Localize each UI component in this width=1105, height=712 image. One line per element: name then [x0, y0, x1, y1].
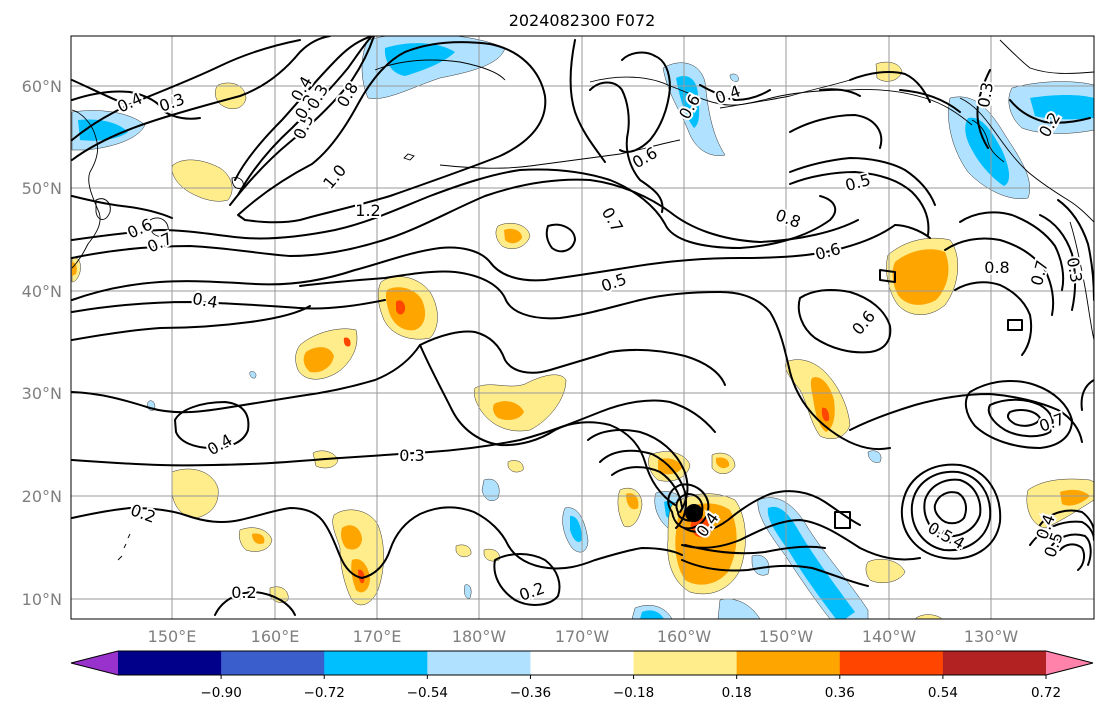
storm-center-marker	[685, 504, 703, 522]
colorbar-tick-label: 0.18	[722, 685, 752, 701]
colorbar-segment	[736, 651, 841, 675]
colorbar-segment	[530, 651, 635, 675]
colorbar-segment	[221, 651, 325, 675]
colorbar-tick-label: −0.72	[304, 685, 345, 701]
colorbar-extend-low	[71, 651, 118, 675]
map-title: 2024082300 F072	[509, 11, 656, 30]
contour-label: 0.8	[984, 258, 1009, 277]
contour-label: 0.3	[974, 81, 997, 109]
lon-label: 170°E	[353, 627, 402, 646]
contour-label: 0.3	[399, 446, 424, 465]
colorbar-tick-label: 0.36	[825, 685, 855, 701]
lat-label: 40°N	[22, 282, 62, 301]
colorbar-outline	[70, 650, 1094, 676]
colorbar-segment	[427, 651, 531, 675]
contour-lines	[71, 36, 1094, 616]
lon-label: 170°W	[555, 627, 610, 646]
lat-label: 30°N	[22, 384, 62, 403]
colorbar-segment	[633, 651, 738, 675]
colorbar-segment	[324, 651, 428, 675]
coastlines	[71, 39, 1094, 561]
lat-label: 10°N	[22, 590, 62, 609]
colorbar-tick-label: −0.54	[407, 685, 448, 701]
lon-label: 140°W	[862, 627, 917, 646]
colorbar-tick-label: −0.18	[613, 685, 654, 701]
lon-label: 150°W	[759, 627, 814, 646]
colorbar-segment	[942, 651, 1047, 675]
colorbar-tick-label: 0.54	[928, 685, 958, 701]
lat-label: 50°N	[22, 179, 62, 198]
colorbar-tick-label: 0.72	[1031, 685, 1061, 701]
latitude-labels: 10°N 20°N 30°N 40°N 50°N 60°N	[22, 77, 62, 609]
lon-label: 130°W	[964, 627, 1019, 646]
lon-label: 160°W	[657, 627, 712, 646]
contour-label: 1.2	[355, 201, 380, 220]
colorbar-tick-label: −0.36	[510, 685, 551, 701]
longitude-labels: 150°E 160°E 170°E 180°W 170°W 160°W 150°…	[148, 627, 1019, 646]
map-frame	[70, 35, 1095, 620]
lon-label: 180°W	[452, 627, 507, 646]
lon-label: 160°E	[251, 627, 300, 646]
lat-label: 20°N	[22, 487, 62, 506]
contour-label: 0.2	[231, 583, 256, 602]
contour-label: 0.3	[1063, 256, 1086, 284]
lon-label: 150°E	[148, 627, 197, 646]
positive-anomaly-shading	[71, 61, 1094, 619]
colorbar: −0.90 −0.72 −0.54 −0.36 −0.18 0.18 0.36 0.54 0.7…	[70, 650, 1094, 701]
colorbar-segment	[839, 651, 944, 675]
colorbar-segment	[118, 651, 222, 675]
colorbar-extend-high	[1046, 651, 1093, 675]
colorbar-tick-label: −0.90	[200, 685, 241, 701]
lat-label: 60°N	[22, 77, 62, 96]
